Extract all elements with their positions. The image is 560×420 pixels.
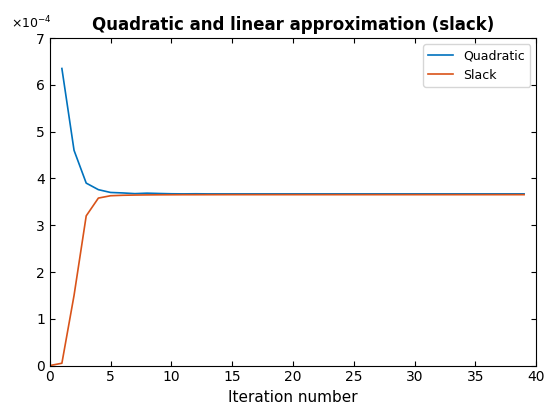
Slack — [253, 192, 260, 197]
Quadratic — [521, 192, 528, 197]
Slack — [119, 193, 126, 198]
Slack — [180, 192, 187, 197]
Slack — [132, 192, 138, 197]
Slack — [46, 363, 53, 368]
Slack — [472, 192, 479, 197]
Slack — [71, 293, 77, 298]
Quadratic — [144, 191, 151, 196]
Text: $\times10^{-4}$: $\times10^{-4}$ — [11, 15, 52, 32]
Title: Quadratic and linear approximation (slack): Quadratic and linear approximation (slac… — [92, 16, 494, 34]
Slack — [144, 192, 151, 197]
Slack — [229, 192, 236, 197]
Quadratic — [253, 192, 260, 197]
Slack — [192, 192, 199, 197]
Line: Slack: Slack — [50, 194, 524, 365]
Quadratic — [411, 192, 418, 197]
Slack — [59, 361, 66, 366]
Slack — [411, 192, 418, 197]
Quadratic — [472, 192, 479, 197]
Quadratic — [107, 190, 114, 195]
Slack — [290, 192, 296, 197]
Quadratic — [229, 192, 236, 197]
Legend: Quadratic, Slack: Quadratic, Slack — [423, 45, 530, 87]
Slack — [156, 192, 162, 197]
Quadratic — [71, 148, 77, 153]
Slack — [168, 192, 175, 197]
Slack — [95, 196, 102, 201]
Quadratic — [351, 192, 357, 197]
Quadratic — [83, 181, 90, 186]
Quadratic — [95, 187, 102, 192]
Quadratic — [132, 191, 138, 196]
Quadratic — [180, 192, 187, 197]
Quadratic — [168, 191, 175, 196]
Quadratic — [204, 192, 211, 197]
Slack — [521, 192, 528, 197]
Slack — [83, 213, 90, 218]
Quadratic — [290, 192, 296, 197]
Quadratic — [59, 66, 66, 71]
Slack — [107, 193, 114, 198]
Line: Quadratic: Quadratic — [62, 68, 524, 194]
X-axis label: Iteration number: Iteration number — [228, 390, 358, 405]
Quadratic — [119, 190, 126, 195]
Quadratic — [192, 191, 199, 196]
Quadratic — [156, 191, 162, 196]
Slack — [351, 192, 357, 197]
